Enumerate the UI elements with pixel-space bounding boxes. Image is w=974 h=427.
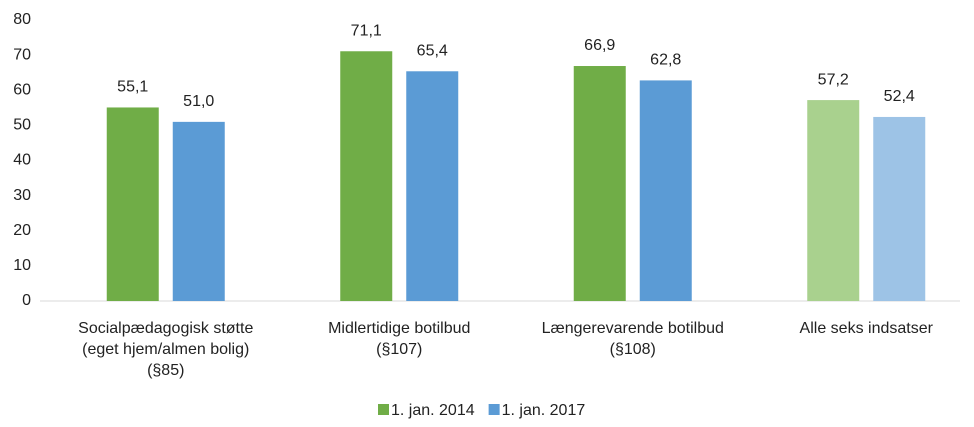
bar (573, 66, 626, 301)
bar (406, 71, 459, 301)
y-tick-label: 60 (13, 81, 31, 98)
legend-label: 1. jan. 2017 (502, 402, 586, 419)
value-label: 71,1 (351, 22, 382, 39)
value-label: 62,8 (650, 52, 681, 69)
value-label: 55,1 (117, 79, 148, 96)
bar (172, 121, 225, 301)
legend: 1. jan. 2014 1. jan. 2017 (378, 402, 585, 419)
y-tick-label: 80 (13, 11, 31, 28)
x-tick-label: Midlertidige botilbud (§107) (328, 320, 470, 358)
value-label: 66,9 (584, 37, 615, 54)
x-tick-label: Længerevarende botilbud (§108) (542, 320, 724, 358)
value-label: 51,0 (183, 93, 214, 110)
bar (807, 100, 860, 302)
bar (873, 116, 926, 301)
bar (340, 51, 393, 302)
y-tick-label: 50 (13, 117, 31, 134)
y-tick-label: 20 (13, 222, 31, 239)
value-label: 65,4 (417, 43, 448, 60)
y-tick-label: 0 (22, 292, 31, 309)
bar (639, 80, 692, 301)
x-tick-label: Alle seks indsatser (800, 320, 934, 337)
y-tick-label: 40 (13, 152, 31, 169)
x-tick-label: Socialpædagogisk støtte (eget hjem/almen … (78, 320, 253, 379)
legend-label: 1. jan. 2014 (391, 402, 475, 419)
legend-swatch (488, 404, 500, 415)
y-tick-label: 10 (13, 257, 31, 274)
value-label: 57,2 (818, 71, 849, 88)
y-tick-label: 30 (13, 187, 31, 204)
y-tick-label: 70 (13, 46, 31, 63)
value-label: 52,4 (884, 88, 915, 105)
legend-swatch (378, 404, 389, 415)
bar (106, 107, 159, 302)
